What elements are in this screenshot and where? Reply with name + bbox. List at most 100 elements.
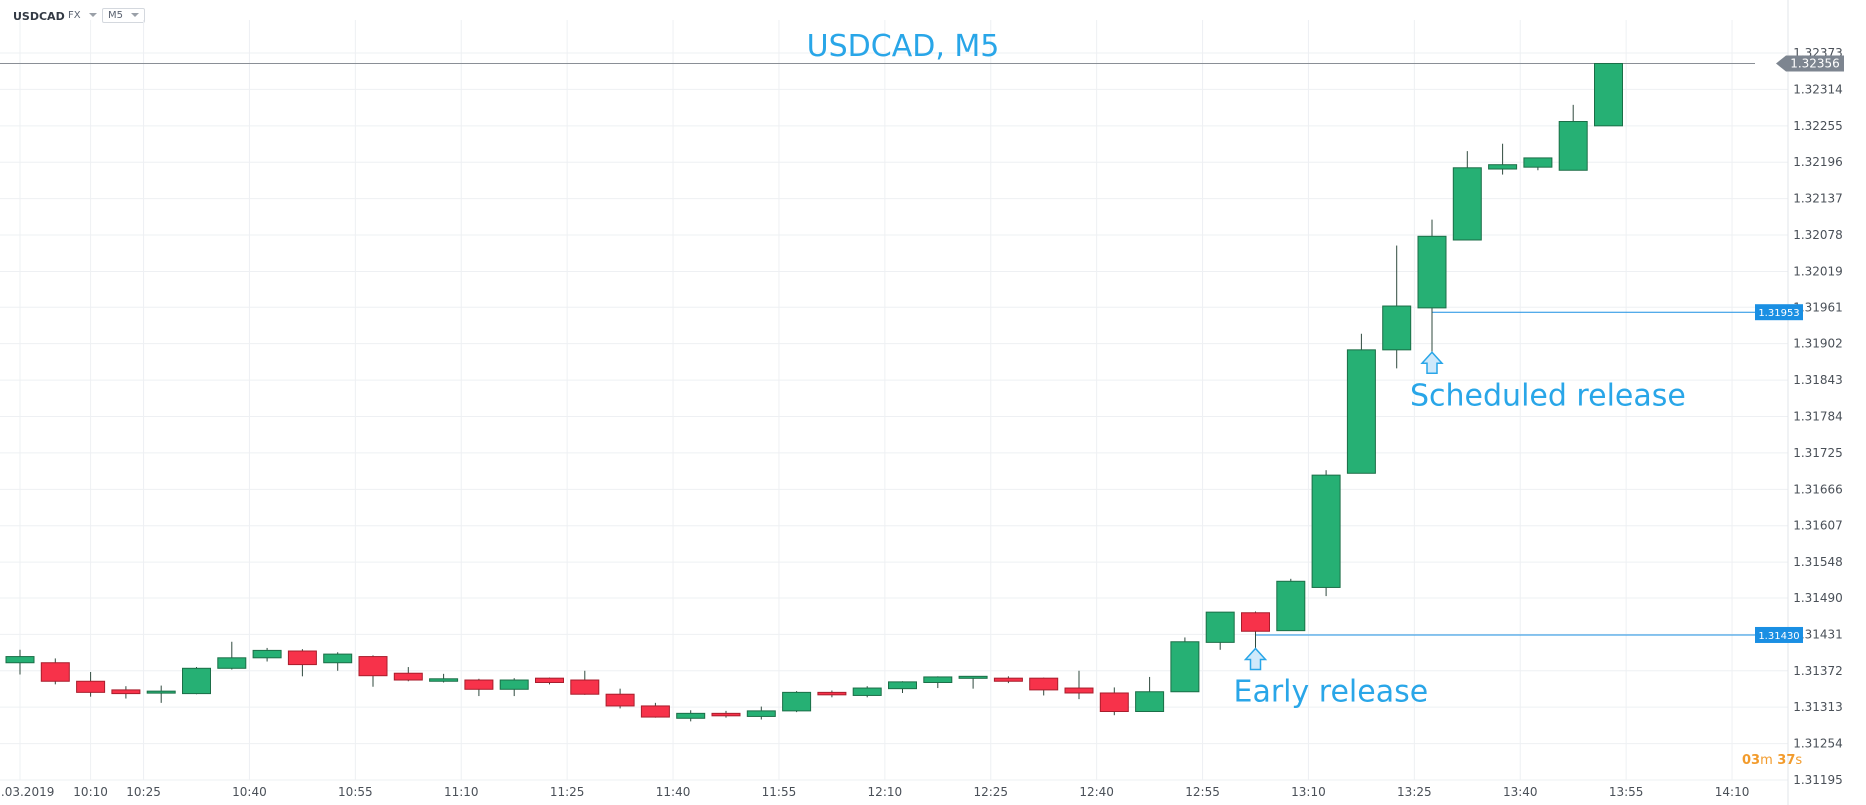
candle [1523, 157, 1553, 171]
candle [1099, 687, 1129, 716]
market-select[interactable]: FX [68, 10, 97, 21]
candle [358, 655, 388, 687]
candle-body [958, 675, 988, 679]
candle-body [146, 690, 176, 694]
candle-body [111, 689, 141, 695]
timer-min-unit: m [1760, 753, 1773, 768]
y-tick-label: 1.31490 [1793, 591, 1843, 605]
up-arrow-icon [1420, 351, 1444, 375]
candle [1135, 676, 1165, 712]
candle-body [287, 650, 317, 666]
candle-body [429, 678, 459, 682]
price-tag [1755, 304, 1803, 321]
candle [993, 676, 1023, 684]
candle [1170, 637, 1200, 693]
candle-body [640, 705, 670, 718]
price-tag-label: 1.31430 [1758, 631, 1799, 642]
x-tick-label: 12:55 [1185, 785, 1220, 799]
candle-body [217, 657, 247, 669]
candle-body [1099, 692, 1129, 712]
x-tick-label: 10:10 [73, 785, 108, 799]
candle-body [76, 680, 106, 693]
candle-body [1135, 691, 1165, 712]
y-tick-label: 1.31313 [1793, 700, 1843, 714]
candle-body [852, 687, 882, 696]
candle [535, 677, 564, 685]
candle-body [711, 712, 741, 717]
candle-body [5, 656, 35, 664]
grid-lines [0, 0, 1789, 805]
y-tick-label: 1.31666 [1793, 482, 1843, 496]
y-tick-label: 1.32314 [1793, 82, 1843, 96]
timer-seconds: 37 [1777, 753, 1796, 768]
candle-body [605, 693, 635, 707]
candle [570, 670, 600, 695]
candle-body [1205, 611, 1235, 643]
candle-body [323, 653, 353, 664]
price-tag [1755, 626, 1803, 643]
candle-body [570, 679, 600, 695]
candle-body [40, 662, 70, 682]
y-tick-label: 1.31254 [1793, 737, 1843, 751]
candle-body [535, 677, 564, 683]
candle [252, 647, 282, 662]
candle-body [1558, 121, 1588, 171]
candle-body [782, 691, 812, 712]
annotation: Early release [1234, 647, 1429, 709]
y-tick-label: 1.32196 [1793, 155, 1843, 169]
candle-body [993, 677, 1023, 682]
x-tick-label: 10:25 [126, 785, 161, 799]
current-price-label: 1.32356 [1790, 56, 1840, 70]
candle-body [182, 667, 211, 695]
candle-body [1488, 164, 1518, 170]
candle [923, 676, 953, 689]
x-tick-label: 13:40 [1503, 785, 1538, 799]
y-tick-label: 1.31372 [1793, 664, 1843, 678]
timer-sec-unit: s [1795, 753, 1803, 768]
x-tick-label: 11:55 [762, 785, 797, 799]
annotations: Scheduled release Early release [1234, 351, 1686, 709]
candle [676, 710, 706, 722]
candle [711, 710, 741, 718]
candle [287, 649, 317, 677]
candle [1558, 104, 1588, 171]
candles [5, 62, 1623, 722]
symbol-label[interactable]: USDCAD [13, 10, 65, 23]
chevron-down-icon [88, 13, 97, 17]
x-tick-label: 12:40 [1079, 785, 1114, 799]
candle [1452, 151, 1482, 241]
current-price-tag [1776, 55, 1844, 72]
candle [1276, 578, 1306, 632]
annotation-label: Early release [1234, 674, 1429, 709]
candle [1029, 677, 1059, 696]
candle [146, 685, 176, 703]
y-tick-label: 1.32137 [1793, 192, 1843, 206]
candle [1417, 219, 1447, 360]
candle [852, 686, 882, 698]
candle-body [746, 710, 776, 717]
candle [393, 667, 423, 682]
candle [1311, 470, 1341, 597]
x-tick-label: 13:55 [1609, 785, 1644, 799]
timeframe-select[interactable]: M5 [102, 8, 145, 23]
x-axis: 01.03.2019 10:10 10:25 10:40 10:55 11:10 11:25… [0, 785, 1749, 799]
candle-body [1276, 580, 1306, 632]
candle-body [1170, 641, 1200, 693]
y-tick-label: 1.31431 [1793, 627, 1843, 641]
annotation-label: Scheduled release [1410, 378, 1686, 413]
candle [1382, 245, 1412, 369]
candle-body [676, 712, 706, 719]
candle [499, 678, 529, 697]
candle [782, 691, 812, 713]
candle-body [358, 656, 388, 677]
price-tag-label: 1.31953 [1758, 308, 1799, 319]
candle-body [1241, 612, 1270, 632]
x-tick-label: 12:25 [973, 785, 1008, 799]
y-tick-label: 1.31843 [1793, 373, 1843, 387]
candle-body [1064, 687, 1094, 694]
market-label: FX [68, 10, 81, 21]
candle [1594, 62, 1623, 127]
candle [888, 681, 917, 693]
horizontal-lines [0, 62, 1755, 636]
